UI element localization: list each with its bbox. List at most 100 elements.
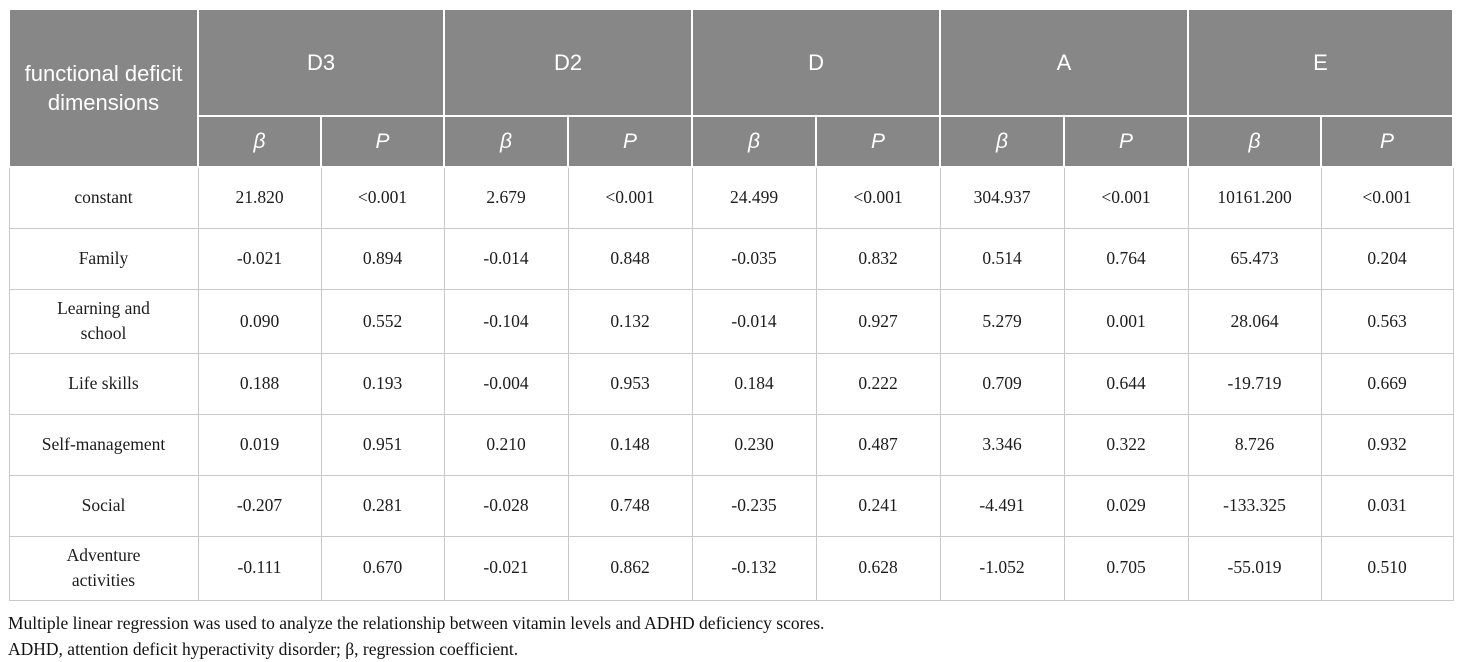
data-cell: 0.241 <box>816 475 940 536</box>
data-cell: 28.064 <box>1188 290 1321 354</box>
col-group-d: D <box>692 9 940 116</box>
header-row-groups: functional deficit dimensions D3 D2 D A … <box>9 9 1453 116</box>
row-label: Life skills <box>9 353 198 414</box>
data-cell: 0.705 <box>1064 536 1188 600</box>
data-cell: 0.748 <box>568 475 692 536</box>
row-label: Adventure activities <box>9 536 198 600</box>
table-row: Family -0.021 0.894 -0.014 0.848 -0.035 … <box>9 229 1453 290</box>
table-row: Self-management 0.019 0.951 0.210 0.148 … <box>9 414 1453 475</box>
data-cell: 0.204 <box>1321 229 1453 290</box>
col-group-d3: D3 <box>198 9 444 116</box>
data-cell: 0.644 <box>1064 353 1188 414</box>
data-cell: -0.104 <box>444 290 568 354</box>
data-cell: 0.670 <box>321 536 444 600</box>
table-row: Social -0.207 0.281 -0.028 0.748 -0.235 … <box>9 475 1453 536</box>
data-cell: 0.764 <box>1064 229 1188 290</box>
data-cell: 0.514 <box>940 229 1064 290</box>
data-cell: 0.894 <box>321 229 444 290</box>
data-cell: -133.325 <box>1188 475 1321 536</box>
data-cell: -0.014 <box>692 290 816 354</box>
row-label: Self-management <box>9 414 198 475</box>
data-cell: 304.937 <box>940 167 1064 229</box>
col-group-a: A <box>940 9 1188 116</box>
row-label: constant <box>9 167 198 229</box>
data-cell: 0.019 <box>198 414 321 475</box>
subheader-p-d2: P <box>568 116 692 167</box>
data-cell: -19.719 <box>1188 353 1321 414</box>
data-cell: -0.004 <box>444 353 568 414</box>
data-cell: 0.193 <box>321 353 444 414</box>
data-cell: -0.014 <box>444 229 568 290</box>
data-cell: 0.628 <box>816 536 940 600</box>
data-cell: 0.932 <box>1321 414 1453 475</box>
row-label: Family <box>9 229 198 290</box>
subheader-p-d: P <box>816 116 940 167</box>
data-cell: 0.184 <box>692 353 816 414</box>
corner-header: functional deficit dimensions <box>9 9 198 167</box>
subheader-beta-d: β <box>692 116 816 167</box>
subheader-beta-d2: β <box>444 116 568 167</box>
data-cell: 8.726 <box>1188 414 1321 475</box>
data-cell: 0.148 <box>568 414 692 475</box>
data-cell: -0.207 <box>198 475 321 536</box>
data-cell: 0.322 <box>1064 414 1188 475</box>
data-cell: -55.019 <box>1188 536 1321 600</box>
table-row: Learning and school 0.090 0.552 -0.104 0… <box>9 290 1453 354</box>
data-cell: 10161.200 <box>1188 167 1321 229</box>
col-group-d2: D2 <box>444 9 692 116</box>
data-cell: <0.001 <box>568 167 692 229</box>
data-cell: 0.951 <box>321 414 444 475</box>
subheader-p-a: P <box>1064 116 1188 167</box>
data-cell: 0.188 <box>198 353 321 414</box>
data-cell: -0.028 <box>444 475 568 536</box>
regression-table: functional deficit dimensions D3 D2 D A … <box>8 8 1454 601</box>
data-cell: 0.669 <box>1321 353 1453 414</box>
data-cell: 3.346 <box>940 414 1064 475</box>
data-cell: 0.001 <box>1064 290 1188 354</box>
data-cell: 0.230 <box>692 414 816 475</box>
data-cell: 0.848 <box>568 229 692 290</box>
data-cell: 2.679 <box>444 167 568 229</box>
page: functional deficit dimensions D3 D2 D A … <box>0 0 1460 625</box>
footnote-abbreviations: ADHD, attention deficit hyperactivity di… <box>8 636 1452 662</box>
data-cell: 0.709 <box>940 353 1064 414</box>
table-row: Adventure activities -0.111 0.670 -0.021… <box>9 536 1453 600</box>
data-cell: -0.021 <box>444 536 568 600</box>
data-cell: -0.111 <box>198 536 321 600</box>
data-cell: -0.021 <box>198 229 321 290</box>
data-cell: 0.090 <box>198 290 321 354</box>
data-cell: 0.132 <box>568 290 692 354</box>
data-cell: 0.552 <box>321 290 444 354</box>
data-cell: 0.832 <box>816 229 940 290</box>
data-cell: 0.281 <box>321 475 444 536</box>
data-cell: <0.001 <box>321 167 444 229</box>
data-cell: 0.210 <box>444 414 568 475</box>
subheader-beta-e: β <box>1188 116 1321 167</box>
data-cell: 5.279 <box>940 290 1064 354</box>
subheader-p-d3: P <box>321 116 444 167</box>
data-cell: <0.001 <box>816 167 940 229</box>
data-cell: <0.001 <box>1321 167 1453 229</box>
col-group-e: E <box>1188 9 1453 116</box>
data-cell: 24.499 <box>692 167 816 229</box>
data-cell: 0.563 <box>1321 290 1453 354</box>
data-cell: 0.862 <box>568 536 692 600</box>
data-cell: <0.001 <box>1064 167 1188 229</box>
data-cell: 0.222 <box>816 353 940 414</box>
table-row: Life skills 0.188 0.193 -0.004 0.953 0.1… <box>9 353 1453 414</box>
data-cell: -0.035 <box>692 229 816 290</box>
row-label: Social <box>9 475 198 536</box>
subheader-p-e: P <box>1321 116 1453 167</box>
data-cell: 0.031 <box>1321 475 1453 536</box>
data-cell: -1.052 <box>940 536 1064 600</box>
footnotes: Multiple linear regression was used to a… <box>8 610 1452 662</box>
data-cell: -4.491 <box>940 475 1064 536</box>
data-cell: 0.927 <box>816 290 940 354</box>
data-cell: 21.820 <box>198 167 321 229</box>
header-row-stats: β P β P β P β P β P <box>9 116 1453 167</box>
data-cell: 0.029 <box>1064 475 1188 536</box>
data-cell: -0.132 <box>692 536 816 600</box>
data-cell: 65.473 <box>1188 229 1321 290</box>
data-cell: 0.487 <box>816 414 940 475</box>
subheader-beta-d3: β <box>198 116 321 167</box>
